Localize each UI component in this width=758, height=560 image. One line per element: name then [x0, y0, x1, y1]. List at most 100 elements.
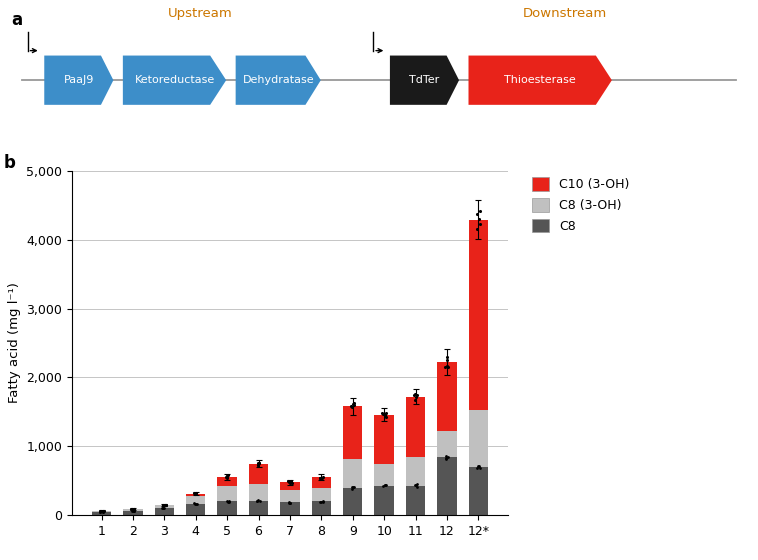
Point — [157, 503, 169, 512]
Text: Thioesterase: Thioesterase — [504, 75, 576, 85]
Point — [345, 402, 357, 410]
Bar — [218, 501, 236, 515]
Point — [160, 501, 172, 510]
Point — [474, 220, 486, 228]
Point — [441, 361, 453, 370]
Point — [127, 506, 139, 515]
Bar — [312, 501, 331, 515]
Point — [409, 396, 421, 405]
Point — [348, 483, 360, 492]
Point — [127, 506, 139, 515]
Point — [471, 224, 483, 233]
Point — [221, 473, 233, 482]
Point — [348, 399, 360, 408]
Point — [474, 464, 486, 473]
Point — [221, 472, 233, 480]
Point — [316, 473, 328, 482]
Point — [410, 393, 422, 402]
Bar — [218, 486, 236, 501]
Point — [283, 477, 295, 486]
Point — [158, 503, 170, 512]
Point — [471, 464, 483, 473]
Bar — [280, 490, 299, 502]
Bar — [249, 501, 268, 515]
Point — [346, 400, 359, 409]
Text: PaaJ9: PaaJ9 — [64, 75, 94, 85]
Text: Downstream: Downstream — [522, 7, 606, 20]
Point — [190, 500, 202, 508]
Polygon shape — [44, 55, 114, 105]
Point — [97, 507, 109, 516]
Point — [379, 480, 391, 489]
Point — [443, 363, 455, 372]
Point — [251, 496, 263, 505]
Bar — [343, 488, 362, 515]
Point — [222, 497, 234, 506]
Point — [282, 477, 294, 486]
Point — [411, 480, 423, 489]
Bar — [186, 496, 205, 504]
Polygon shape — [390, 55, 459, 105]
Point — [317, 497, 329, 506]
Polygon shape — [468, 55, 612, 105]
Polygon shape — [236, 55, 321, 105]
Point — [189, 488, 201, 497]
Point — [189, 500, 201, 508]
Point — [94, 508, 106, 517]
Point — [158, 501, 171, 510]
Point — [346, 483, 358, 492]
Point — [409, 390, 421, 399]
Bar — [186, 504, 205, 515]
Bar — [406, 396, 425, 456]
Point — [346, 402, 359, 411]
Point — [190, 489, 202, 498]
Bar — [280, 483, 299, 490]
Polygon shape — [123, 55, 226, 105]
Bar — [468, 220, 488, 410]
Point — [440, 451, 453, 460]
Bar — [312, 477, 331, 488]
Point — [252, 496, 264, 505]
Point — [223, 497, 235, 506]
Point — [96, 506, 108, 515]
Bar — [124, 510, 143, 511]
Point — [315, 473, 327, 482]
Point — [189, 489, 201, 498]
Point — [252, 461, 265, 470]
Point — [221, 497, 233, 506]
Bar — [280, 502, 299, 515]
Bar — [406, 456, 425, 486]
Point — [156, 503, 168, 512]
Point — [346, 484, 359, 493]
Point — [378, 481, 390, 490]
Bar — [186, 493, 205, 496]
Point — [471, 209, 483, 218]
Point — [472, 462, 484, 471]
Point — [440, 453, 452, 462]
Point — [284, 478, 296, 487]
Bar — [249, 484, 268, 501]
Bar — [124, 511, 143, 515]
Point — [97, 507, 109, 516]
Point — [127, 504, 139, 513]
Point — [252, 459, 265, 468]
Point — [222, 471, 234, 480]
Bar — [343, 459, 362, 488]
Point — [283, 498, 295, 507]
Point — [472, 214, 484, 223]
Point — [439, 363, 451, 372]
Point — [189, 489, 201, 498]
Bar — [437, 458, 456, 515]
Point — [96, 506, 108, 515]
Point — [315, 473, 327, 482]
Point — [440, 455, 452, 464]
Point — [97, 506, 109, 515]
Point — [473, 461, 485, 470]
Point — [221, 472, 233, 480]
Bar — [374, 414, 394, 464]
Point — [125, 504, 137, 513]
Point — [283, 498, 296, 507]
Point — [376, 409, 388, 418]
Point — [408, 390, 420, 399]
Bar — [312, 488, 331, 501]
